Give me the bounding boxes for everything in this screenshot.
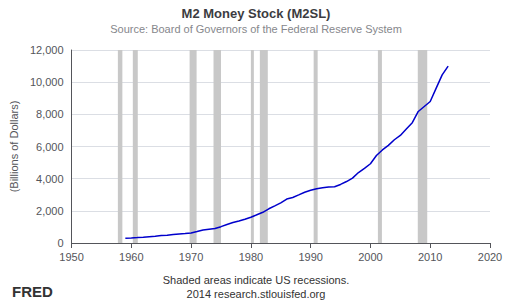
svg-text:10,000: 10,000	[30, 76, 64, 88]
svg-text:Source: Board of Governors of: Source: Board of Governors of the Federa…	[110, 23, 402, 35]
svg-text:4,000: 4,000	[36, 173, 64, 185]
svg-text:6,000: 6,000	[36, 141, 64, 153]
svg-text:(Billions of Dollars): (Billions of Dollars)	[8, 101, 20, 193]
svg-text:M2 Money Stock (M2SL): M2 Money Stock (M2SL)	[182, 6, 331, 21]
svg-text:1990: 1990	[298, 251, 322, 263]
svg-text:2020: 2020	[478, 251, 502, 263]
svg-text:1960: 1960	[119, 251, 143, 263]
svg-text:12,000: 12,000	[30, 44, 64, 56]
svg-text:0: 0	[57, 237, 63, 249]
svg-text:2014 research.stlouisfed.org: 2014 research.stlouisfed.org	[187, 288, 326, 300]
svg-text:FRED: FRED	[12, 283, 53, 300]
svg-text:Shaded areas indicate US reces: Shaded areas indicate US recessions.	[163, 274, 350, 286]
svg-text:2010: 2010	[418, 251, 442, 263]
svg-text:2,000: 2,000	[36, 205, 64, 217]
svg-text:2000: 2000	[358, 251, 382, 263]
svg-text:1950: 1950	[59, 251, 83, 263]
svg-text:1970: 1970	[179, 251, 203, 263]
svg-text:8,000: 8,000	[36, 108, 64, 120]
svg-text:1980: 1980	[239, 251, 263, 263]
